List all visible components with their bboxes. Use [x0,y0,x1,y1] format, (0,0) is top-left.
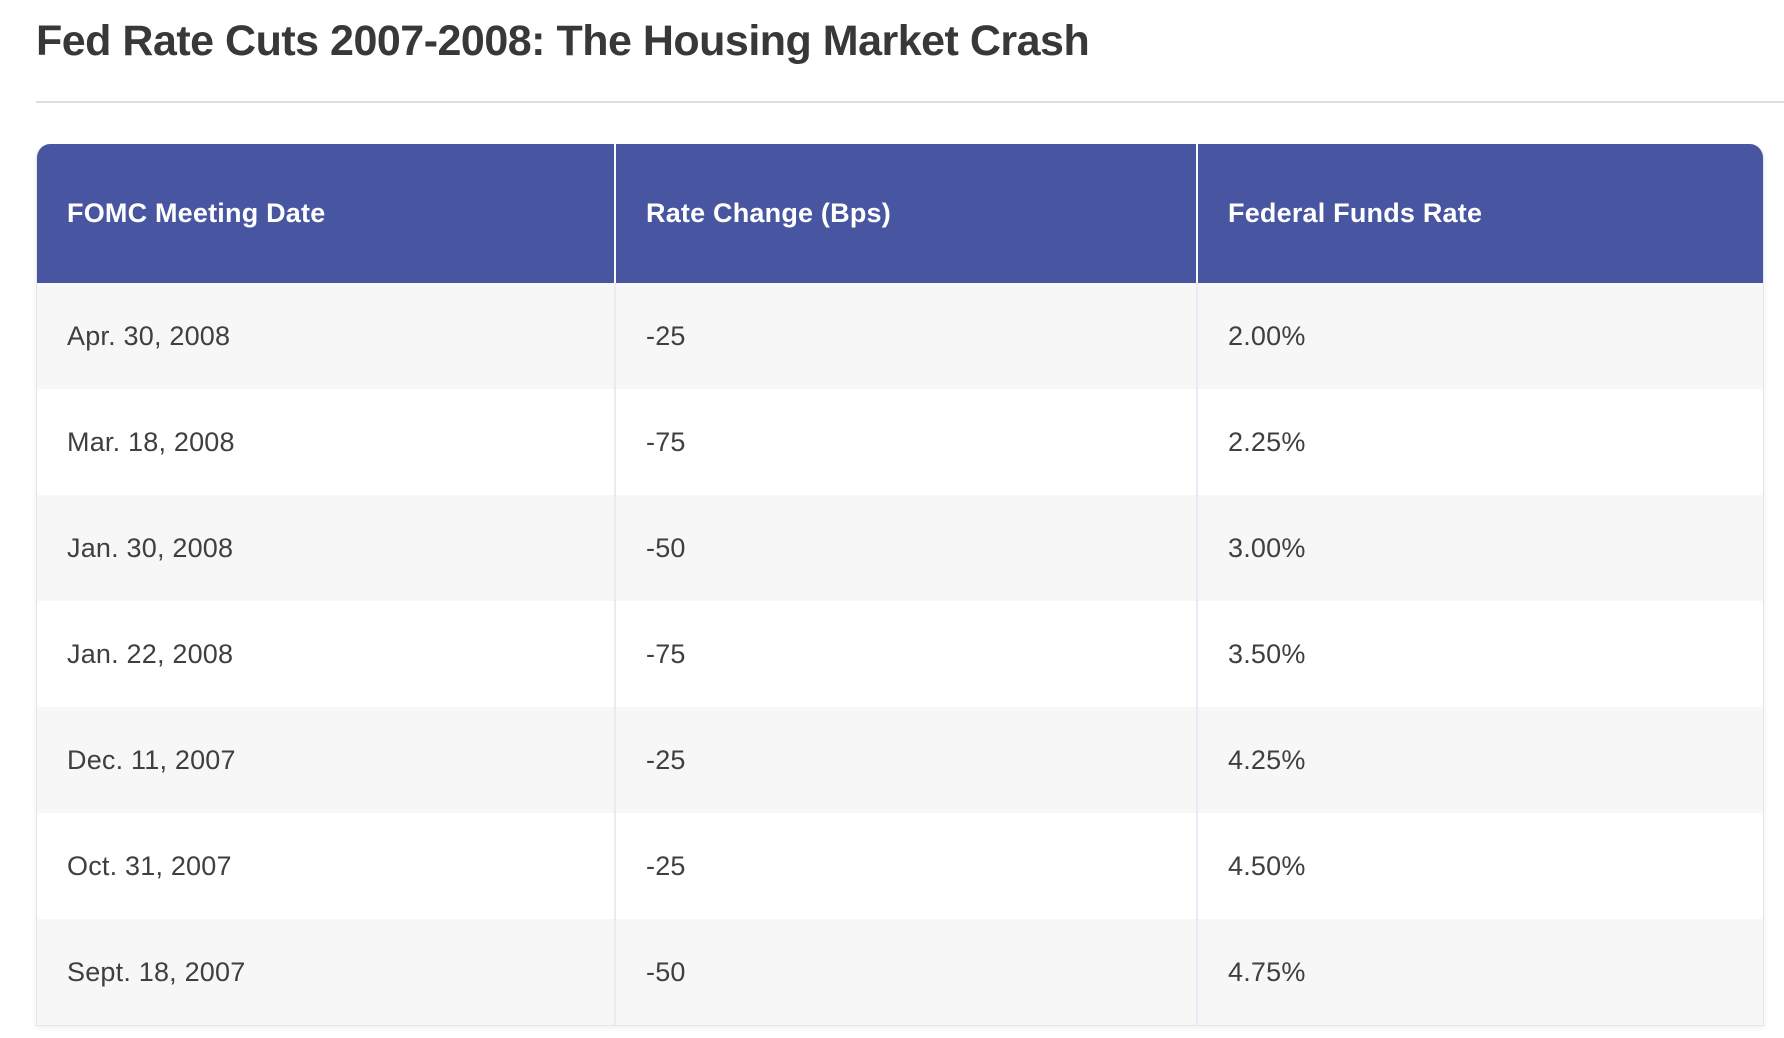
table-row: Sept. 18, 2007 -50 4.75% [37,919,1763,1026]
rate-cuts-table: FOMC Meeting Date Rate Change (Bps) Fede… [37,144,1763,1026]
cell-rate-change: -50 [614,919,1197,1026]
table-row: Jan. 30, 2008 -50 3.00% [37,495,1763,602]
cell-rate-change: -75 [614,389,1197,496]
cell-meeting-date: Oct. 31, 2007 [37,813,615,920]
cell-rate-change: -75 [614,601,1197,708]
cell-funds-rate: 3.50% [1196,601,1763,708]
cell-funds-rate: 4.50% [1196,813,1763,920]
table-header-row: FOMC Meeting Date Rate Change (Bps) Fede… [37,144,1763,284]
column-header-federal-funds-rate: Federal Funds Rate [1196,144,1763,284]
cell-funds-rate: 4.25% [1196,707,1763,814]
cell-rate-change: -25 [614,707,1197,814]
cell-meeting-date: Jan. 22, 2008 [37,601,615,708]
cell-meeting-date: Jan. 30, 2008 [37,495,615,602]
table-row: Oct. 31, 2007 -25 4.50% [37,813,1763,920]
cell-funds-rate: 3.00% [1196,495,1763,602]
cell-rate-change: -25 [614,283,1197,390]
table-body: Apr. 30, 2008 -25 2.00% Mar. 18, 2008 -75 2.2… [37,283,1763,1026]
cell-meeting-date: Sept. 18, 2007 [37,919,615,1026]
rate-cuts-table-card: FOMC Meeting Date Rate Change (Bps) Fede… [36,144,1764,1027]
table-row: Mar. 18, 2008 -75 2.25% [37,389,1763,496]
cell-meeting-date: Dec. 11, 2007 [37,707,615,814]
cell-rate-change: -50 [614,495,1197,602]
page-title: Fed Rate Cuts 2007-2008: The Housing Mar… [36,17,1090,65]
cell-meeting-date: Apr. 30, 2008 [37,283,615,390]
column-header-fomc-meeting-date: FOMC Meeting Date [37,144,615,284]
column-header-rate-change: Rate Change (Bps) [614,144,1197,284]
table-row: Dec. 11, 2007 -25 4.25% [37,707,1763,814]
cell-rate-change: -25 [614,813,1197,920]
cell-funds-rate: 4.75% [1196,919,1763,1026]
cell-funds-rate: 2.25% [1196,389,1763,496]
cell-funds-rate: 2.00% [1196,283,1763,390]
title-divider [36,101,1784,104]
table-row: Apr. 30, 2008 -25 2.00% [37,283,1763,390]
table-row: Jan. 22, 2008 -75 3.50% [37,601,1763,708]
cell-meeting-date: Mar. 18, 2008 [37,389,615,496]
